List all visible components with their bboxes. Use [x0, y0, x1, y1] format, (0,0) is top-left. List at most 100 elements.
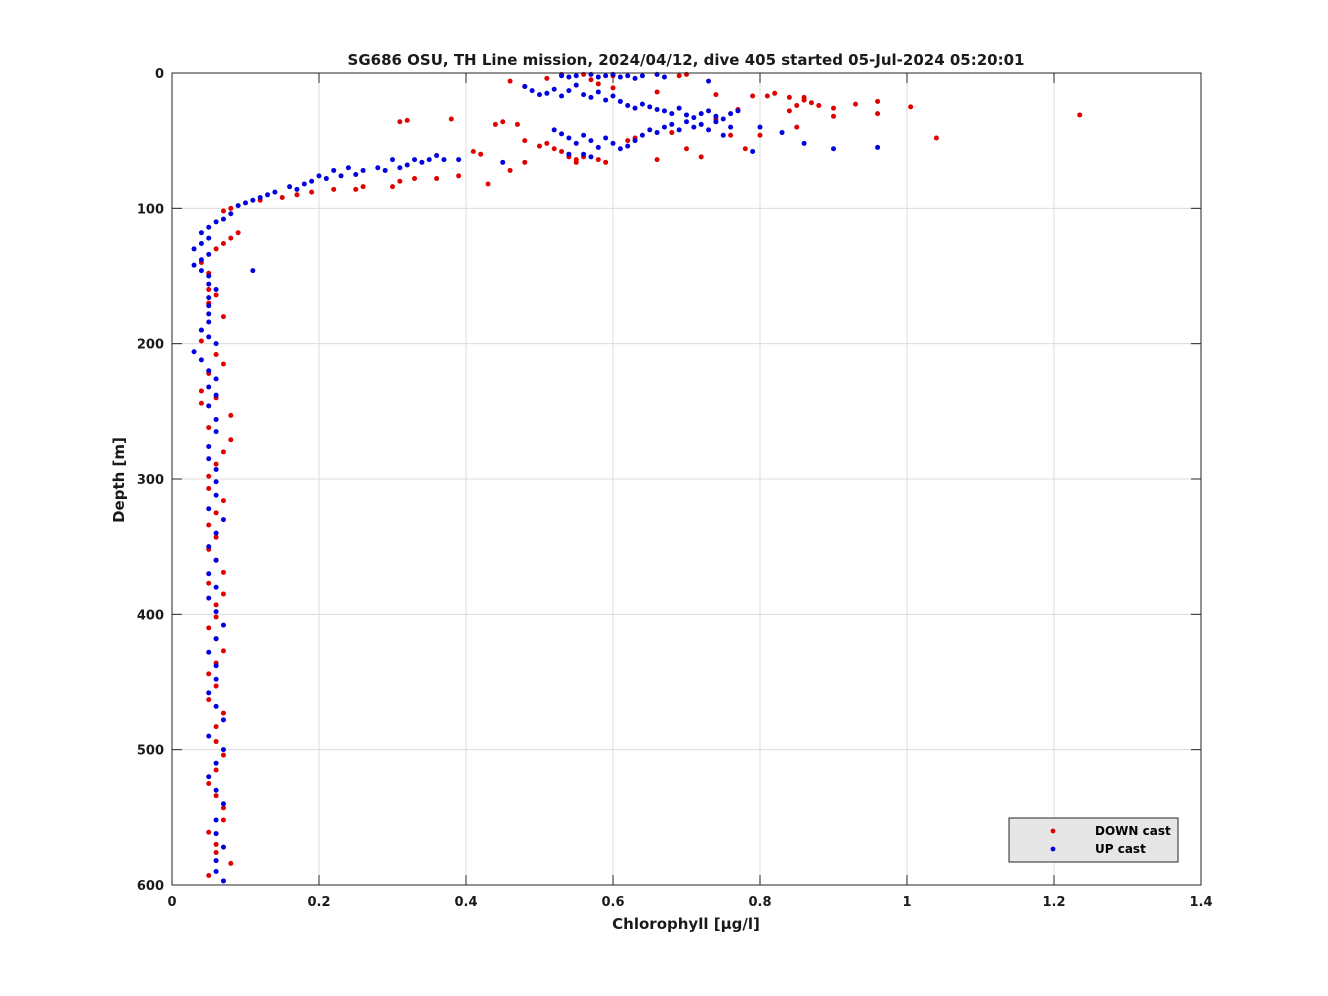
- up-cast-point: [213, 219, 219, 225]
- up-cast-point: [559, 131, 565, 137]
- up-cast-point: [441, 157, 447, 163]
- down-cast-point: [875, 111, 881, 117]
- up-cast-point: [588, 154, 594, 160]
- up-cast-point: [206, 456, 212, 462]
- up-cast-point: [691, 124, 697, 130]
- up-cast-point: [309, 178, 315, 184]
- y-tick-label: 100: [137, 202, 164, 217]
- up-cast-point: [382, 167, 388, 173]
- down-cast-point: [397, 119, 403, 125]
- up-cast-point: [206, 319, 212, 325]
- down-cast-point: [507, 167, 513, 173]
- down-cast-point: [551, 146, 557, 152]
- down-cast-point: [213, 351, 219, 357]
- legend-box: [1008, 817, 1179, 863]
- down-cast-point: [213, 767, 219, 773]
- x-tick-label: 1.4: [1189, 895, 1212, 910]
- up-cast-point: [206, 251, 212, 257]
- up-cast-point: [220, 622, 226, 628]
- down-cast-point: [500, 119, 506, 125]
- up-cast-point: [684, 112, 689, 118]
- up-cast-point: [213, 416, 219, 422]
- up-cast-point: [581, 92, 587, 98]
- y-tick-label: 500: [137, 744, 164, 759]
- up-cast-point: [213, 287, 219, 293]
- up-cast-point: [213, 831, 219, 837]
- up-cast-point: [198, 241, 204, 247]
- down-cast-point: [213, 510, 219, 516]
- down-cast-point: [220, 208, 226, 214]
- up-cast-point: [632, 138, 638, 144]
- up-cast-point: [404, 162, 410, 168]
- down-cast-point: [360, 184, 366, 190]
- down-cast-point: [220, 569, 226, 575]
- down-cast-point: [492, 121, 498, 127]
- up-cast-point: [213, 636, 219, 642]
- up-cast-point: [676, 127, 682, 133]
- up-cast-point: [581, 132, 587, 138]
- x-tick-labels: 0 0.2 0.4 0.6 0.8 1 1.2 1.4: [167, 895, 1212, 910]
- up-cast-point: [566, 135, 572, 141]
- up-cast-point: [206, 444, 212, 450]
- down-cast-point: [669, 130, 675, 136]
- up-cast-point: [390, 157, 395, 163]
- down-cast-point: [522, 159, 528, 165]
- down-cast-point: [412, 176, 418, 182]
- up-cast-point: [206, 774, 212, 780]
- up-cast-point: [353, 172, 359, 177]
- up-cast-point: [419, 159, 425, 165]
- down-cast-point: [294, 192, 300, 198]
- up-cast-point: [713, 113, 719, 119]
- down-cast-point: [206, 287, 212, 293]
- up-cast-point: [206, 384, 212, 390]
- up-cast-point: [661, 124, 667, 130]
- y-tick-label: 400: [137, 608, 164, 623]
- legend-marker-down: [1050, 828, 1056, 834]
- up-cast-point: [691, 115, 697, 121]
- up-cast-point: [720, 132, 726, 138]
- down-cast-point: [198, 400, 204, 406]
- down-cast-point: [808, 100, 814, 106]
- up-cast-point: [625, 73, 631, 79]
- up-cast-point: [213, 817, 219, 823]
- up-cast-point: [581, 151, 587, 157]
- up-cast-point: [728, 124, 734, 130]
- down-cast-point: [213, 724, 219, 730]
- down-cast-point: [220, 449, 226, 455]
- up-cast-point: [750, 148, 756, 154]
- x-tick-label: 1.2: [1042, 895, 1065, 910]
- down-cast-point: [625, 138, 631, 144]
- down-cast-point: [206, 473, 212, 479]
- up-cast-point: [213, 492, 219, 498]
- up-cast-point: [213, 787, 219, 793]
- down-cast-point: [603, 159, 609, 165]
- down-cast-point: [213, 793, 219, 799]
- down-cast-point: [786, 94, 792, 100]
- down-cast-point: [213, 841, 219, 847]
- up-cast-point: [720, 116, 726, 122]
- x-tick-label: 0.2: [307, 895, 330, 910]
- up-cast-point: [206, 690, 212, 696]
- down-cast-point: [610, 85, 616, 91]
- down-cast-point: [654, 89, 660, 95]
- down-cast-point: [228, 412, 234, 418]
- up-cast-point: [625, 143, 631, 149]
- up-cast-point: [250, 268, 256, 274]
- down-cast-point: [728, 132, 734, 138]
- down-cast-point: [220, 752, 226, 758]
- up-cast-point: [654, 107, 660, 113]
- up-cast-point: [360, 167, 366, 173]
- down-cast-point: [397, 178, 403, 184]
- y-axis-label: Depth [m]: [110, 437, 128, 523]
- up-cast-point: [213, 868, 219, 874]
- up-cast-point: [206, 733, 212, 739]
- up-cast-point: [566, 88, 572, 94]
- down-cast-point: [794, 102, 800, 108]
- down-cast-point: [573, 159, 579, 165]
- down-cast-point: [228, 205, 234, 211]
- up-cast-point: [206, 303, 212, 309]
- down-cast-point: [816, 102, 822, 108]
- up-cast-point: [316, 173, 322, 179]
- up-cast-point: [522, 84, 528, 90]
- up-cast-point: [213, 341, 219, 347]
